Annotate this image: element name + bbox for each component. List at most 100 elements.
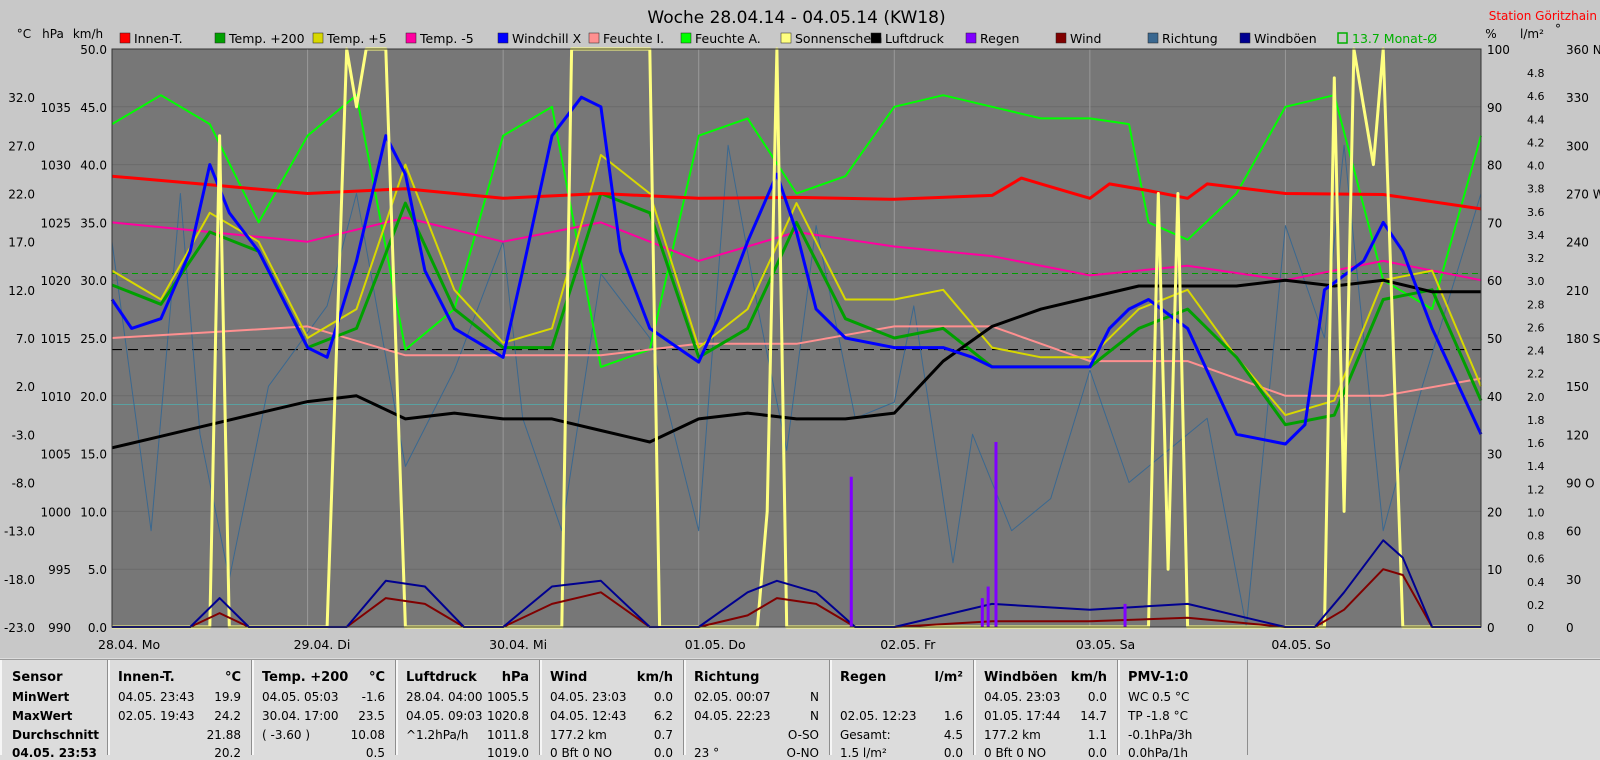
temp-tick-label: 32.0 (8, 91, 35, 105)
hpa-tick-label: 1020 (40, 274, 71, 288)
legend-label: Luftdruck (885, 31, 945, 46)
legend-label: Feuchte A. (695, 31, 761, 46)
dir-tick-label: 60 (1566, 525, 1581, 539)
legend-label: Richtung (1162, 31, 1218, 46)
stats-cell-value: 10.08 (350, 728, 385, 742)
stats-cell-label: 02.05. 12:23 (840, 709, 917, 723)
x-tick-label: 28.04. Mo (98, 637, 160, 652)
stats-cell-value: 0.0 (1087, 746, 1107, 760)
pct-tick-label: 100 (1487, 43, 1510, 57)
pct-axis-header: % (1485, 27, 1496, 41)
dir-tick-label: 240 (1566, 236, 1589, 250)
stats-panel-unit: l/m² (934, 670, 963, 685)
series-sonnenschein-line (112, 47, 1481, 629)
rain-tick-label: 0.4 (1527, 576, 1545, 589)
stats-cell-label: 177.2 km (550, 728, 607, 742)
legend-swatch (965, 32, 977, 44)
stats-panel-title: Innen-T. (118, 670, 175, 685)
chart-area: Woche 28.04.14 - 04.05.14 (KW18) Station … (0, 0, 1600, 658)
kmh-tick-label: 10.0 (80, 505, 107, 519)
legend-label: Regen (980, 31, 1019, 46)
stats-panel-unit: °C (224, 670, 241, 685)
pct-tick-label: 40 (1487, 390, 1502, 404)
stats-panel-column: Temp. +200 °C 04.05. 05:03 -1.6 30.04. 17:00… (252, 660, 396, 760)
rain-tick-label: 2.0 (1527, 391, 1545, 404)
rain-tick-label: 2.2 (1527, 368, 1545, 381)
x-tick-label: 01.05. Do (685, 637, 746, 652)
temp-tick-label: -3.0 (12, 428, 35, 442)
series-richtung-line (111, 144, 1482, 628)
legend-swatch (1055, 32, 1067, 44)
stats-cell-value: 1020.8 (487, 709, 529, 723)
x-tick-label: 30.04. Mi (489, 637, 547, 652)
stats-cell-label: WC 0.5 °C (1128, 690, 1190, 704)
stats-cell-label: 30.04. 17:00 (262, 709, 339, 723)
stats-label-avg: Durchschnitt (12, 728, 100, 742)
temp-tick-label: 22.0 (8, 188, 35, 202)
stats-cell-value: 19.9 (214, 690, 241, 704)
hpa-tick-label: 1010 (40, 390, 71, 404)
x-tick-label: 02.05. Fr (880, 637, 936, 652)
stats-cell-label: ( -3.60 ) (262, 728, 311, 742)
stats-cell-label: 0 Bft 0 NO (550, 746, 613, 760)
stats-cell-label: 04.05. 23:43 (118, 690, 195, 704)
stats-cell-label: 0.0hPa/1h (1128, 746, 1189, 760)
rain-tick-label: 1.8 (1527, 414, 1545, 427)
temp-tick-label: -18.0 (4, 573, 35, 587)
rain-tick-label: 2.6 (1527, 321, 1545, 334)
legend-label: Windböen (1254, 31, 1317, 46)
stats-panel-column: Regen l/m² 02.05. 12:23 1.6 Gesamt: 4.5 1.5 l/… (830, 660, 974, 760)
hpa-tick-label: 1015 (40, 332, 71, 346)
kmh-tick-label: 30.0 (80, 274, 107, 288)
stats-panel-unit: hPa (501, 670, 529, 685)
hpa-tick-label: 995 (48, 563, 71, 577)
stats-cell-label: 0 Bft 0 NO (984, 746, 1047, 760)
rain-tick-label: 0.6 (1527, 553, 1545, 566)
weather-chart: Woche 28.04.14 - 04.05.14 (KW18) Station … (4, 8, 1600, 652)
chart-title: Woche 28.04.14 - 04.05.14 (KW18) (647, 8, 945, 28)
legend-swatch (119, 32, 131, 44)
x-tick-label: 04.05. So (1271, 637, 1330, 652)
legend-swatch (214, 32, 226, 44)
legend-swatch (588, 32, 600, 44)
temp-tick-label: -8.0 (12, 477, 35, 491)
stats-cell-value: 0.0 (1087, 690, 1107, 704)
legend-swatch (405, 32, 417, 44)
dir-tick-label: 330 (1566, 91, 1589, 105)
stats-panel-title: Temp. +200 (262, 670, 349, 685)
rain-tick-label: 0.8 (1527, 530, 1545, 543)
stats-cell-label: 02.05. 19:43 (118, 709, 195, 723)
series-windchill-x-line (110, 95, 1483, 446)
pct-tick-label: 20 (1487, 505, 1502, 519)
pct-tick-label: 0 (1487, 621, 1495, 635)
rain-tick-label: 2.8 (1527, 298, 1545, 311)
dir-tick-label: 270 W (1566, 188, 1600, 202)
temp-tick-label: -23.0 (4, 621, 35, 635)
stats-cell-label: 23 ° (694, 746, 720, 760)
stats-panel-title: Richtung (694, 670, 760, 685)
kmh-tick-label: 0.0 (88, 621, 107, 635)
rain-tick-label: 0.2 (1527, 599, 1545, 612)
stats-label-max: MaxWert (12, 709, 73, 723)
stats-cell-label: 01.05. 17:44 (984, 709, 1061, 723)
hpa-tick-label: 1030 (40, 159, 71, 173)
stats-panel-unit: km/h (636, 670, 673, 685)
temp-tick-label: 27.0 (8, 139, 35, 153)
legend-swatch (1239, 32, 1251, 44)
stats-panel-column: Innen-T. °C 04.05. 23:43 19.9 02.05. 19:43 24… (108, 660, 252, 760)
hpa-tick-label: 1005 (40, 448, 71, 462)
rain-tick-label: 4.0 (1527, 160, 1545, 173)
stats-panel-title: Wind (550, 670, 588, 685)
legend-swatch (497, 32, 509, 44)
legend-label: Temp. +200 (228, 31, 305, 46)
temp-tick-label: 7.0 (16, 332, 35, 346)
legend-swatch (1337, 32, 1348, 44)
stats-cell-value: N (810, 690, 819, 704)
kmh-tick-label: 40.0 (80, 159, 107, 173)
dir-tick-label: 120 (1566, 428, 1589, 442)
series-innen-t-line (111, 174, 1482, 211)
legend-label: Feuchte I. (603, 31, 664, 46)
temp-tick-label: 12.0 (8, 284, 35, 298)
rain-tick-label: 3.8 (1527, 183, 1545, 196)
stats-cell-value: 23.5 (358, 709, 385, 723)
